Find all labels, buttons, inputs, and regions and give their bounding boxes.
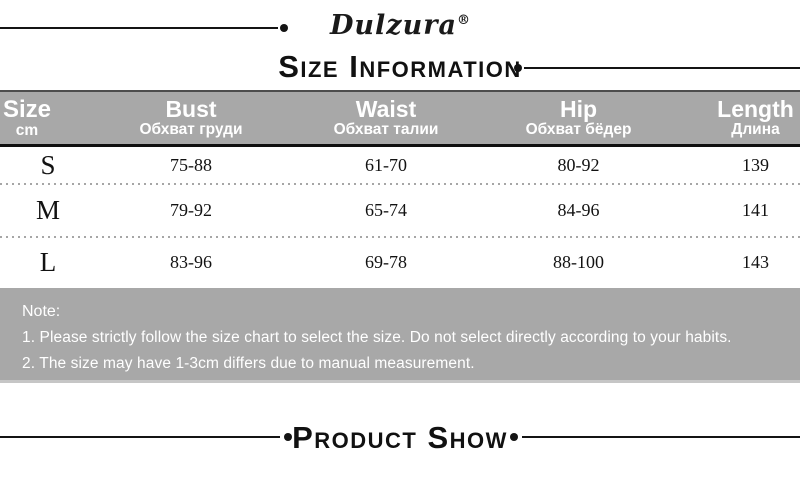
column-sublabel: Обхват бёдер [525,121,632,139]
bottom-left-divider-line [0,436,280,438]
bottom-left-divider-dot [284,433,292,441]
bust-value: 75-88 [170,154,212,175]
size-table-header: Size cm Bust Обхват груди Waist Обхват т… [0,90,800,147]
column-sublabel: cm [15,121,39,139]
column-label: Bust [165,96,217,123]
bust-value: 83-96 [170,252,212,272]
brand-logo: Dulzura® [0,10,800,41]
column-header-hip: Hip Обхват бёдер [486,92,671,144]
size-value: M [35,195,60,225]
row-separator-dotted [0,183,800,185]
waist-value: 65-74 [365,200,407,220]
length-value: 141 [742,200,769,220]
size-information-heading: Size Information [278,49,522,84]
note-panel: Note: 1. Please strictly follow the size… [0,288,800,383]
column-header-length: Length Длина [671,92,800,144]
column-label: Size [2,95,52,123]
length-value: 143 [742,252,769,272]
note-title: Note: [22,303,61,320]
hip-value: 80-92 [557,154,600,175]
length-value: 139 [742,154,769,175]
table-row-size-l: L 83-96 69-78 88-100 143 [0,238,800,287]
table-row-size-m: M 79-92 65-74 84-96 141 [0,185,800,236]
waist-value: 61-70 [365,154,407,175]
size-value: S [40,149,56,180]
registered-trademark-symbol: ® [456,13,470,28]
column-header-bust: Bust Обхват груди [96,92,286,144]
table-row-size-s: S 75-88 61-70 80-92 139 [0,147,800,183]
bottom-right-divider-dot [510,433,518,441]
note-line-1: 1. Please strictly follow the size chart… [22,329,732,346]
column-sublabel: Обхват талии [333,121,439,139]
column-label: Hip [559,96,598,123]
column-header-size: Size cm [0,92,96,144]
size-table-body: S 75-88 61-70 80-92 139 M 79-92 65-74 84… [0,147,800,287]
column-label: Waist [355,96,417,123]
bottom-right-divider-line [522,436,800,438]
bust-value: 79-92 [170,200,212,220]
brand-name: Dulzura [330,10,457,41]
waist-value: 69-78 [365,252,407,272]
product-show-heading: Product Show [292,420,508,455]
top-left-divider-line [0,27,278,29]
top-right-divider-dot [514,64,522,72]
column-label: Length [717,96,794,123]
hip-value: 84-96 [557,200,600,220]
note-line-2: 2. The size may have 1-3cm differs due t… [22,355,475,372]
column-header-waist: Waist Обхват талии [286,92,486,144]
row-separator-dotted [0,236,800,238]
top-right-divider-line [524,67,800,69]
column-sublabel: Длина [731,121,780,139]
size-value: L [39,247,57,277]
top-left-divider-dot [280,24,288,32]
hip-value: 88-100 [553,252,604,272]
column-sublabel: Обхват груди [139,121,243,139]
